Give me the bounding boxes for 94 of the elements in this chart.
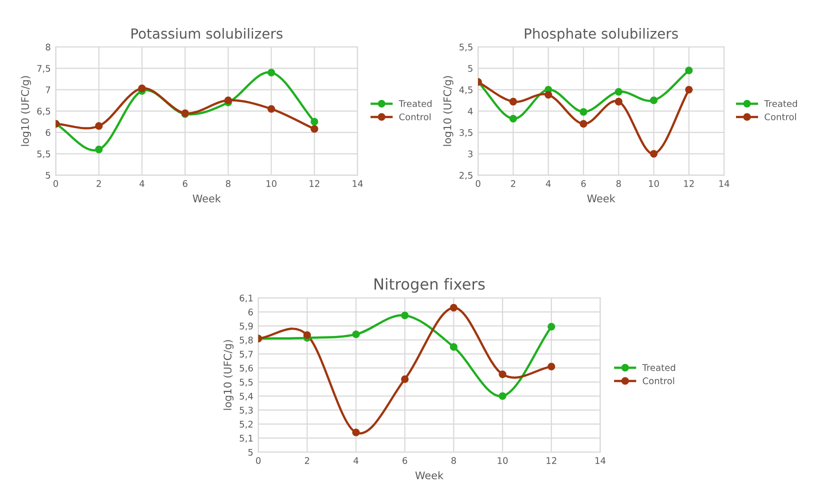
y-tick-label: 6,1 bbox=[240, 294, 253, 302]
x-tick-label: 0 bbox=[476, 180, 480, 187]
point bbox=[509, 114, 518, 123]
legend-label: Control bbox=[642, 377, 674, 384]
point bbox=[580, 108, 588, 116]
y-tick-label: 5,8 bbox=[240, 336, 253, 344]
y-tick-label: 5,5 bbox=[460, 44, 472, 52]
x-tick-label: 14 bbox=[719, 180, 730, 187]
point bbox=[498, 370, 506, 378]
x-tick-label: 2 bbox=[96, 180, 101, 187]
y-tick-label: 5,6 bbox=[240, 364, 253, 372]
x-tick-label: 0 bbox=[256, 457, 261, 464]
x-axis-title: Week bbox=[192, 194, 221, 202]
y-tick-label: 5,4 bbox=[240, 392, 253, 401]
x-tick-label: 8 bbox=[226, 180, 230, 187]
point bbox=[509, 98, 518, 106]
y-tick-label: 5,1 bbox=[240, 434, 253, 443]
point bbox=[580, 120, 588, 128]
y-tick-label: 3,5 bbox=[460, 129, 472, 137]
x-tick-label: 10 bbox=[498, 457, 508, 464]
x-tick-label: 2 bbox=[510, 180, 516, 187]
y-tick-label: 2,5 bbox=[460, 172, 472, 180]
y-tick-label: 5,2 bbox=[240, 420, 253, 429]
y-tick-label: 5 bbox=[248, 448, 253, 456]
y-tick-label: 5,9 bbox=[240, 322, 253, 330]
point bbox=[685, 86, 693, 94]
point bbox=[450, 304, 458, 312]
legend-label: Control bbox=[399, 113, 431, 120]
point bbox=[310, 125, 318, 133]
x-tick-label: 6 bbox=[182, 180, 188, 187]
point bbox=[352, 330, 360, 338]
point bbox=[303, 331, 311, 339]
point bbox=[450, 343, 458, 351]
x-tick-label: 12 bbox=[684, 180, 694, 187]
y-tick-label: 5,3 bbox=[240, 406, 253, 415]
x-tick-label: 14 bbox=[352, 180, 363, 187]
y-tick-label: 8 bbox=[46, 44, 50, 50]
point bbox=[95, 122, 103, 130]
point bbox=[614, 98, 622, 106]
y-axis-title: log10 (UFC/g) bbox=[20, 76, 31, 146]
point bbox=[650, 96, 658, 104]
point bbox=[498, 392, 506, 400]
legend-label: Control bbox=[764, 113, 796, 120]
x-tick-label: 2 bbox=[304, 457, 310, 464]
x-tick-label: 4 bbox=[546, 180, 551, 187]
x-tick-label: 12 bbox=[310, 180, 320, 187]
x-tick-label: 14 bbox=[595, 457, 606, 464]
x-tick-label: 10 bbox=[266, 180, 276, 187]
point bbox=[310, 118, 318, 126]
point bbox=[548, 362, 556, 370]
y-tick-label: 5 bbox=[46, 172, 50, 179]
y-tick-label: 5,5 bbox=[240, 378, 253, 386]
y-tick-label: 5,5 bbox=[37, 150, 50, 158]
chart-title: Phosphate solubilizers bbox=[524, 28, 678, 42]
x-tick-label: 10 bbox=[649, 180, 659, 187]
x-axis-title: Week bbox=[587, 194, 616, 202]
point bbox=[95, 146, 103, 154]
point bbox=[267, 105, 276, 113]
x-tick-label: 6 bbox=[581, 180, 586, 187]
point bbox=[614, 88, 622, 96]
x-tick-label: 4 bbox=[354, 457, 358, 464]
point bbox=[685, 66, 693, 74]
x-tick-label: 0 bbox=[53, 180, 58, 187]
point bbox=[401, 375, 409, 384]
x-tick-label: 12 bbox=[546, 457, 556, 464]
y-tick-label: 5,7 bbox=[240, 350, 253, 358]
chart-title: Potassium solubilizers bbox=[132, 28, 282, 39]
point bbox=[548, 322, 556, 330]
point bbox=[267, 68, 276, 76]
legend-label: Treated bbox=[642, 364, 676, 371]
x-tick-label: 8 bbox=[616, 180, 621, 187]
x-tick-label: 6 bbox=[402, 457, 408, 464]
legend-label: Treated bbox=[764, 100, 797, 108]
x-tick-label: 4 bbox=[140, 180, 144, 187]
y-axis-title: log10 (UFC/g) bbox=[443, 76, 454, 146]
y-tick-label: 5 bbox=[468, 65, 472, 72]
chart-title: Nitrogen fixers bbox=[374, 278, 485, 293]
point bbox=[138, 84, 146, 92]
x-axis-title: Week bbox=[415, 471, 444, 480]
point bbox=[650, 150, 658, 158]
y-tick-label: 7 bbox=[46, 86, 50, 94]
y-tick-label: 6 bbox=[46, 129, 50, 136]
y-tick-label: 4 bbox=[468, 108, 473, 114]
x-tick-label: 8 bbox=[451, 457, 456, 464]
point bbox=[352, 428, 360, 436]
y-axis-title: log10 (UFC/g) bbox=[223, 340, 234, 410]
y-tick-label: 3 bbox=[468, 150, 472, 158]
point bbox=[544, 90, 552, 99]
legend-label: Treated bbox=[398, 100, 432, 108]
y-tick-label: 6 bbox=[248, 308, 253, 316]
y-tick-label: 6,5 bbox=[37, 108, 50, 116]
y-tick-label: 7,5 bbox=[37, 65, 50, 73]
point bbox=[401, 312, 409, 320]
y-tick-label: 4,5 bbox=[459, 86, 472, 94]
